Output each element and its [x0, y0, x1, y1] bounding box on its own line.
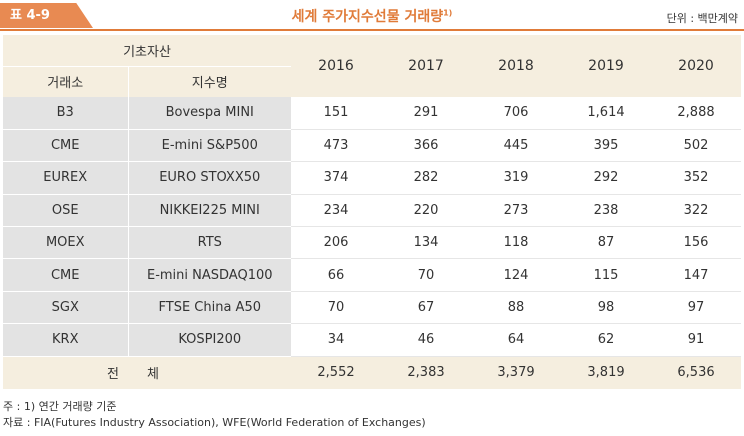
cell-index: E-mini S&P500 — [128, 129, 291, 163]
cell-index: EURO STOXX50 — [128, 161, 291, 195]
cell-value: 147 — [651, 258, 741, 292]
cell-value: 97 — [651, 291, 741, 325]
total-value: 6,536 — [651, 356, 741, 390]
cell-value: 206 — [291, 226, 381, 260]
cell-value: 352 — [651, 161, 741, 195]
cell-value: 238 — [561, 194, 651, 228]
table-row: SGX FTSE China A50 70 67 88 98 97 — [3, 291, 741, 325]
cell-value: 46 — [381, 323, 471, 357]
cell-value: 88 — [471, 291, 561, 325]
cell-value: 98 — [561, 291, 651, 325]
table-row: OSE NIKKEI225 MINI 234 220 273 238 322 — [3, 194, 741, 228]
year-header-2016: 2016 — [291, 35, 381, 97]
cell-value: 220 — [381, 194, 471, 228]
year-header-2018: 2018 — [471, 35, 561, 97]
cell-value: 151 — [291, 97, 381, 130]
cell-exchange: CME — [3, 258, 129, 292]
cell-exchange: B3 — [3, 97, 129, 130]
cell-value: 366 — [381, 129, 471, 163]
total-value: 3,819 — [561, 356, 651, 390]
cell-value: 282 — [381, 161, 471, 195]
cell-exchange: SGX — [3, 291, 129, 325]
footnote: 주 : 1) 연간 거래량 기준 — [3, 400, 117, 413]
cell-value: 291 — [381, 97, 471, 130]
table-row: CME E-mini S&P500 473 366 445 395 502 — [3, 129, 741, 163]
notes: 주 : 1) 연간 거래량 기준 자료 : FIA(Futures Indust… — [3, 399, 426, 431]
cell-exchange: OSE — [3, 194, 129, 228]
cell-index: Bovespa MINI — [128, 97, 291, 130]
cell-value: 319 — [471, 161, 561, 195]
cell-value: 87 — [561, 226, 651, 260]
cell-value: 706 — [471, 97, 561, 130]
cell-index: RTS — [128, 226, 291, 260]
cell-value: 2,888 — [651, 97, 741, 130]
table-row: KRX KOSPI200 34 46 64 62 91 — [3, 323, 741, 357]
year-header-2019: 2019 — [561, 35, 651, 97]
table-row: CME E-mini NASDAQ100 66 70 124 115 147 — [3, 258, 741, 292]
top-rule — [0, 29, 744, 31]
cell-value: 124 — [471, 258, 561, 292]
table-row: EUREX EURO STOXX50 374 282 319 292 352 — [3, 161, 741, 195]
cell-value: 67 — [381, 291, 471, 325]
year-header-2020: 2020 — [651, 35, 741, 97]
cell-index: FTSE China A50 — [128, 291, 291, 325]
cell-value: 374 — [291, 161, 381, 195]
cell-value: 64 — [471, 323, 561, 357]
cell-exchange: MOEX — [3, 226, 129, 260]
cell-value: 395 — [561, 129, 651, 163]
cell-value: 62 — [561, 323, 651, 357]
year-header-2017: 2017 — [381, 35, 471, 97]
cell-value: 134 — [381, 226, 471, 260]
table-title-text: 세계 주가지수선물 거래량 — [291, 9, 444, 25]
col-header-exchange: 거래소 — [3, 65, 129, 97]
cell-value: 473 — [291, 129, 381, 163]
unit-label: 단위 : 백만계약 — [666, 12, 738, 25]
total-row: 전체 2,552 2,383 3,379 3,819 6,536 — [3, 356, 741, 390]
cell-value: 1,614 — [561, 97, 651, 130]
total-value: 2,383 — [381, 356, 471, 390]
table-row: B3 Bovespa MINI 151 291 706 1,614 2,888 — [3, 97, 741, 130]
total-label: 전체 — [3, 356, 291, 390]
cell-index: NIKKEI225 MINI — [128, 194, 291, 228]
total-value: 2,552 — [291, 356, 381, 390]
group-header-underlying: 기초자산 — [3, 35, 291, 66]
cell-value: 34 — [291, 323, 381, 357]
cell-index: E-mini NASDAQ100 — [128, 258, 291, 292]
futures-volume-table: 기초자산 2016 2017 2018 2019 2020 거래소 지수명 B3… — [3, 35, 741, 390]
total-value: 3,379 — [471, 356, 561, 390]
col-header-index: 지수명 — [128, 65, 291, 97]
cell-value: 273 — [471, 194, 561, 228]
cell-value: 234 — [291, 194, 381, 228]
title-footnote-marker: 1) — [443, 8, 453, 18]
source-note: 자료 : FIA(Futures Industry Association), … — [3, 416, 426, 429]
cell-exchange: EUREX — [3, 161, 129, 195]
cell-value: 322 — [651, 194, 741, 228]
cell-exchange: CME — [3, 129, 129, 163]
cell-index: KOSPI200 — [128, 323, 291, 357]
cell-exchange: KRX — [3, 323, 129, 357]
cell-value: 156 — [651, 226, 741, 260]
cell-value: 292 — [561, 161, 651, 195]
cell-value: 115 — [561, 258, 651, 292]
table-title: 세계 주가지수선물 거래량1) — [0, 6, 744, 26]
cell-value: 445 — [471, 129, 561, 163]
cell-value: 70 — [291, 291, 381, 325]
cell-value: 91 — [651, 323, 741, 357]
cell-value: 502 — [651, 129, 741, 163]
table-number-label: 표 4-9 — [0, 3, 93, 28]
cell-value: 118 — [471, 226, 561, 260]
cell-value: 70 — [381, 258, 471, 292]
cell-value: 66 — [291, 258, 381, 292]
table-row: MOEX RTS 206 134 118 87 156 — [3, 226, 741, 260]
